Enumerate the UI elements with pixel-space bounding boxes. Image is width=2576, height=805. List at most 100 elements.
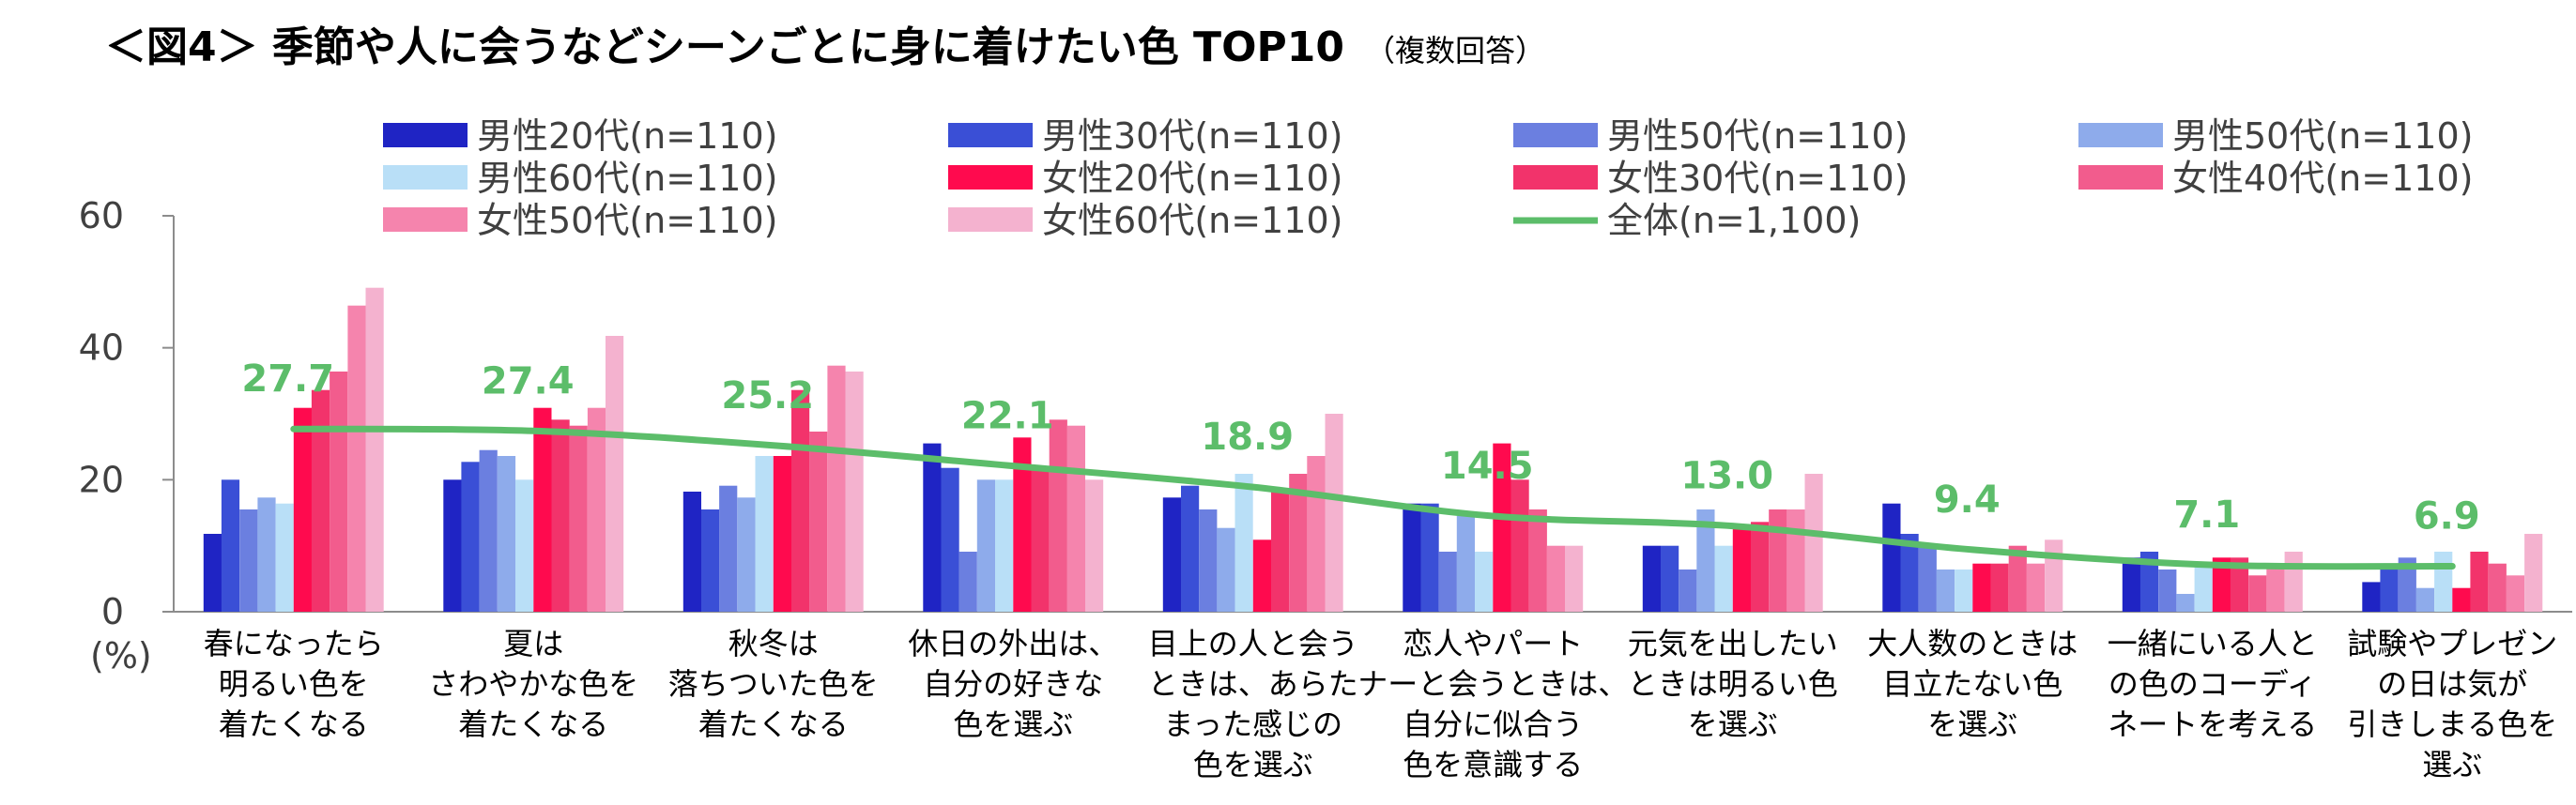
legend-swatch — [2078, 123, 2163, 147]
bar — [1696, 509, 1715, 612]
category-label-line: 着たくなる — [458, 706, 608, 742]
bar — [809, 432, 828, 612]
bar — [1804, 474, 1823, 612]
data-label: 6.9 — [2414, 494, 2480, 538]
category-label-line: 試験やプレゼン — [2347, 626, 2557, 661]
legend-swatch — [383, 123, 468, 147]
bar — [569, 425, 588, 612]
category-label-line: 色を意識する — [1403, 747, 1583, 782]
legend-swatch — [1513, 123, 1598, 147]
category-label-line: 休日の外出は、 — [908, 626, 1118, 661]
bar — [2122, 557, 2140, 612]
category-label: 恋人やパートナーと会うときは、自分に似合う色を意識する — [1357, 626, 1628, 782]
bar — [1918, 545, 1937, 612]
category-label-line: 自分の好きな — [923, 666, 1103, 702]
bar — [2266, 563, 2285, 612]
bar — [1679, 570, 1697, 612]
category-label-line: 目立たない色 — [1882, 666, 2062, 702]
category-label-line: 色を選ぶ — [1193, 747, 1313, 782]
y-tick-label: 20 — [79, 459, 124, 500]
legend-label: 女性40代(n=110) — [2172, 158, 2473, 199]
bar — [1049, 419, 1067, 612]
bar — [2230, 557, 2249, 612]
bar — [2139, 552, 2159, 612]
bar — [1510, 479, 1529, 612]
bar — [1546, 545, 1565, 612]
legend-swatch — [383, 207, 468, 232]
category-label: 大人数のときは目立たない色を選ぶ — [1867, 626, 2078, 742]
legend-label: 男性20代(n=110) — [477, 115, 777, 157]
category-label: 元気を出したいときは明るい色を選ぶ — [1628, 626, 1838, 742]
data-label: 13.0 — [1680, 455, 1773, 498]
bar — [958, 552, 977, 612]
y-axis-unit: (%) — [90, 635, 152, 676]
category-label-line: ネートを考える — [2108, 706, 2317, 742]
bar — [941, 467, 959, 612]
bar — [1900, 534, 1919, 612]
category-label-line: 明るい色を — [219, 666, 369, 702]
bar — [1661, 545, 1679, 612]
bar — [2248, 575, 2267, 612]
bar — [1732, 527, 1751, 612]
bar — [606, 336, 624, 612]
category-label: 目上の人と会うときは、あらたまった感じの色を選ぶ — [1148, 626, 1358, 782]
bar — [497, 456, 516, 612]
legend-label: 男性60代(n=110) — [477, 158, 777, 199]
bar — [845, 372, 864, 612]
category-label: 春になったら明るい色を着たくなる — [204, 626, 384, 742]
legend-swatch — [1513, 165, 1598, 190]
bar — [1234, 474, 1253, 612]
bar — [1955, 570, 1973, 612]
bar — [1066, 425, 1085, 612]
bar — [330, 372, 348, 612]
bar — [2212, 557, 2231, 612]
bar — [827, 365, 846, 612]
bar — [2194, 563, 2213, 612]
bar — [2470, 552, 2489, 612]
bar — [1013, 437, 1032, 612]
category-label-line: の日は気が — [2377, 666, 2527, 702]
bar — [2045, 539, 2063, 612]
bar — [533, 407, 552, 612]
bar — [1403, 503, 1421, 612]
data-label: 7.1 — [2173, 494, 2240, 537]
category-label-line: 選ぶ — [2422, 747, 2482, 782]
bar — [311, 389, 330, 612]
overall-line-path — [290, 425, 2456, 570]
bar — [1271, 492, 1290, 612]
y-tick-label: 60 — [79, 195, 124, 236]
bar — [2434, 552, 2453, 612]
bar — [365, 287, 384, 612]
category-label-line: を選ぶ — [1688, 706, 1778, 742]
bar — [1085, 479, 1104, 612]
bar — [515, 479, 534, 612]
legend-label: 男性50代(n=110) — [2172, 115, 2473, 157]
legend: 男性20代(n=110) 男性30代(n=110) 男性50代(n=110) 男性50… — [383, 115, 2473, 241]
legend-label: 女性60代(n=110) — [1042, 200, 1342, 241]
bar — [1936, 570, 1955, 612]
legend-swatch — [948, 123, 1033, 147]
bar — [1325, 414, 1343, 612]
bar — [1199, 509, 1218, 612]
bar — [2176, 594, 2195, 612]
bar — [1181, 485, 1200, 612]
bar — [2415, 587, 2434, 612]
legend-label: 男性50代(n=110) — [1607, 115, 1908, 157]
bar — [203, 534, 222, 612]
legend-swatch — [948, 207, 1033, 232]
bar — [2362, 582, 2381, 612]
category-label: 試験やプレゼンの日は気が引きしまる色を選ぶ — [2347, 626, 2557, 782]
bar — [2524, 534, 2543, 612]
category-label-line: 春になったら — [204, 626, 384, 661]
category-label-line: 元気を出したい — [1628, 626, 1838, 661]
legend-swatch — [948, 165, 1033, 190]
category-label-line: 落ちついた色を — [668, 666, 879, 702]
category-label-line: 大人数のときは — [1867, 626, 2078, 661]
category-label-line: 引きしまる色を — [2347, 706, 2557, 742]
bar — [2158, 570, 2177, 612]
data-label: 18.9 — [1201, 416, 1294, 459]
category-label: 秋冬は落ちついた色を着たくなる — [668, 626, 879, 742]
bar — [755, 456, 774, 612]
bar — [1714, 545, 1733, 612]
